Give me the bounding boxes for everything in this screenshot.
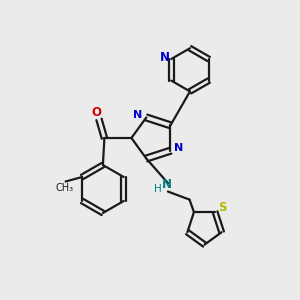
Text: N: N — [160, 51, 170, 64]
Text: N: N — [174, 143, 184, 153]
Text: CH₃: CH₃ — [56, 183, 74, 193]
Text: N: N — [133, 110, 142, 120]
Text: N: N — [161, 178, 171, 190]
Text: H: H — [154, 184, 161, 194]
Text: S: S — [218, 201, 227, 214]
Text: O: O — [92, 106, 102, 119]
